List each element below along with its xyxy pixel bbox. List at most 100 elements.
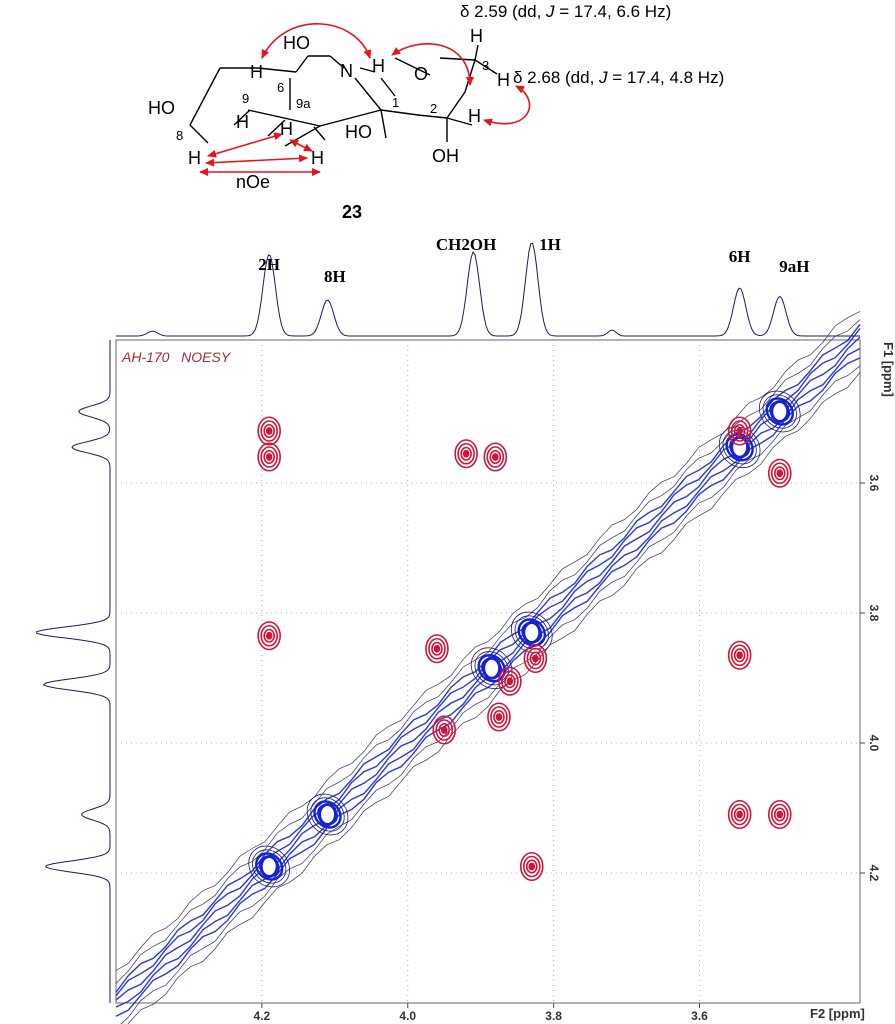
diagonal-peak-8H	[306, 793, 349, 836]
cross-peak	[523, 643, 548, 674]
cross-peak	[730, 644, 749, 667]
cross-peak	[432, 715, 457, 745]
cross-peak	[433, 644, 441, 653]
c3-label: 3	[482, 58, 489, 73]
cross-peak	[260, 624, 278, 647]
diagonal-peak-1H	[514, 615, 549, 650]
cross-peak	[773, 466, 786, 481]
cross-peak	[486, 446, 505, 468]
c9a-label: 9a	[296, 96, 311, 111]
diagonal-contour	[120, 365, 861, 1024]
peak-labels: 2H 8H CH2OH 1H 6H 9aH	[258, 235, 809, 286]
cross-peak	[263, 423, 275, 439]
x-tick-label: 3.6	[691, 1009, 708, 1023]
arrow-h8-hbottom	[205, 154, 308, 167]
arrow-h6-h1	[261, 23, 372, 59]
cross-peak	[773, 807, 786, 822]
cross-peak	[770, 803, 789, 826]
peak-label-2H: 2H	[258, 255, 280, 274]
cross-peak	[776, 469, 784, 478]
c2-label: 2	[430, 101, 437, 116]
oh-c2-label: OH	[432, 146, 459, 166]
cross-peak	[260, 446, 278, 468]
cross-peak	[776, 810, 784, 819]
cross-peak	[489, 449, 502, 465]
cross-peak	[498, 666, 522, 696]
cross-peak	[767, 799, 792, 830]
peak-label-8H: 8H	[324, 267, 346, 286]
h3b-label: H	[497, 70, 510, 90]
cross-peak	[767, 458, 792, 488]
cross-peak	[519, 851, 544, 882]
diagonal-peak-9aH	[758, 390, 801, 433]
h8-label: H	[188, 148, 201, 168]
y-tick-label: 3.8	[867, 605, 881, 622]
cross-peak	[435, 719, 454, 741]
diagonal-peak-2H	[254, 852, 284, 881]
c1-label: 1	[392, 95, 399, 110]
c9-label: 9	[242, 91, 249, 106]
cross-peak	[457, 442, 475, 465]
f2-projection	[116, 242, 860, 337]
y-tick-label: 4.0	[867, 735, 881, 752]
diagonal-peak-8H	[313, 800, 342, 829]
cross-peak	[727, 640, 752, 670]
y-axis-ticks: 3.6 3.8 4.0 4.2	[860, 475, 881, 882]
o-carbonyl-label: O	[414, 64, 428, 84]
cross-peak	[428, 637, 446, 660]
structure-labels: HO N O H 3 6 9a 9 1 2 HO HO OH 8 H H H H…	[148, 2, 724, 222]
cross-peak	[506, 677, 514, 686]
cross-peak	[736, 427, 743, 435]
cross-peak	[493, 709, 505, 725]
cross-peak	[490, 706, 508, 728]
cross-peak	[454, 439, 478, 469]
x-tick-label: 3.8	[545, 1009, 562, 1023]
compound-number: 23	[342, 202, 362, 222]
cross-peak	[260, 420, 278, 442]
x-tick-label: 4.2	[254, 1009, 271, 1023]
cross-peak	[733, 648, 746, 663]
arrow-h8-h9a	[207, 132, 283, 158]
diagonal-peak-8H	[318, 803, 338, 826]
h9-label: H	[236, 112, 249, 132]
cross-peak	[460, 446, 472, 461]
h6-label: H	[250, 62, 263, 82]
diagonal-peak-9aH	[765, 397, 794, 426]
cross-peak	[733, 423, 746, 439]
f1-projection	[36, 340, 111, 1003]
noesy-spectrum: 4.2 4.0 3.8 3.6 3.6 3.8 4.0 4.2 2H 8H CH2OH 1H 6H 9…	[36, 235, 895, 1024]
cross-peak	[483, 442, 508, 472]
h2-label: H	[468, 106, 481, 126]
cross-peak	[495, 713, 503, 721]
spectrum-label: AH-170 NOESY	[121, 349, 232, 365]
cross-peak	[727, 799, 752, 830]
h9a-label: H	[280, 119, 293, 139]
h3a-shift-annotation: δ 2.59 (dd, J = 17.4, 6.6 Hz)	[460, 2, 671, 21]
cross-peak	[526, 647, 545, 670]
cross-peak	[727, 416, 752, 446]
cross-peak	[736, 651, 743, 660]
c6-label: 6	[277, 80, 284, 95]
y-axis-label: F1 [ppm]	[881, 342, 895, 397]
diagonal-peak-6H	[718, 426, 761, 469]
peak-label-1H: 1H	[539, 235, 561, 254]
noe-arrows	[199, 23, 531, 176]
x-tick-label: 4.0	[399, 1009, 416, 1023]
h3a-label: H	[470, 26, 483, 46]
diagonal-peak-2H	[252, 849, 287, 884]
cross-peak	[263, 628, 275, 643]
diagonal-peak-1H	[522, 621, 542, 644]
peak-label-CH2OH: CH2OH	[436, 235, 496, 254]
cross-peak	[532, 654, 539, 663]
h-bottom-label: H	[311, 148, 324, 168]
c8-label: 8	[176, 128, 183, 143]
cross-peak	[501, 670, 519, 693]
arrow-h1-h3	[391, 43, 474, 86]
noe-label: nOe	[236, 172, 270, 192]
cross-peak	[733, 807, 746, 822]
cross-peak	[257, 442, 281, 472]
cross-peak	[770, 462, 789, 485]
x-axis-label: F2 [ppm]	[810, 1006, 865, 1021]
ho-ch2-label: HO	[283, 33, 310, 53]
